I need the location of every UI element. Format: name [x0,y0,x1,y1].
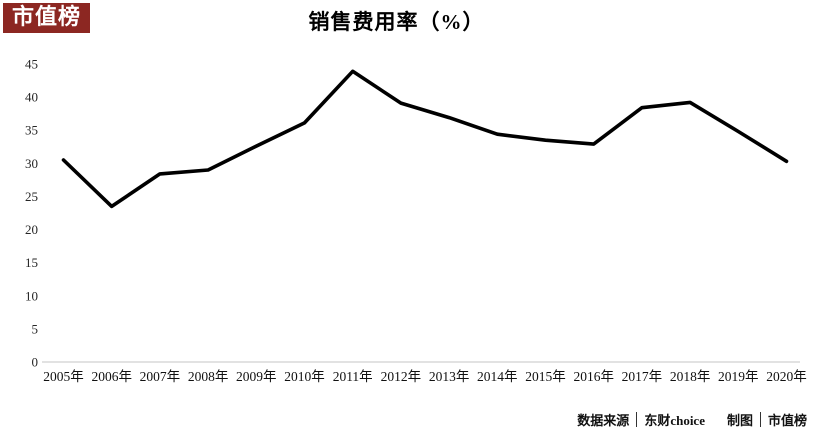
y-tick-label: 35 [25,123,38,138]
y-tick-label: 10 [25,288,38,303]
x-tick-label: 2011年 [333,369,373,384]
x-tick-label: 2010年 [284,369,325,384]
y-tick-label: 5 [32,321,39,336]
x-tick-label: 2020年 [766,369,807,384]
footer-credits: 数据来源 东财choice 制图 市值榜 [577,410,807,429]
footer-divider-icon [636,412,638,427]
x-tick-label: 2006年 [91,369,132,384]
brand-logo-badge: 市值榜 [3,3,91,34]
y-tick-label: 0 [32,355,39,370]
x-tick-label: 2016年 [573,369,614,384]
x-tick-label: 2009年 [236,369,277,384]
x-tick-label: 2005年 [43,369,84,384]
footer-source-value: 东财choice [644,413,705,428]
line-chart-canvas: 0 5 10 15 20 25 30 35 40 45 2005年 2006年 2007年 2008年 20… [25,57,807,385]
footer-divider-icon [759,412,761,427]
x-tick-label: 2007年 [140,369,181,384]
x-tick-label: 2013年 [429,369,470,384]
y-tick-label: 30 [25,156,38,171]
footer-credit-value: 市值榜 [767,413,807,428]
y-tick-label: 15 [25,255,38,270]
y-tick-label: 40 [25,90,38,105]
footer-source-label: 数据来源 [577,413,630,428]
x-tick-label: 2018年 [670,369,711,384]
chart-title: 销售费用率（%） [308,10,485,34]
x-tick-label: 2008年 [188,369,229,384]
y-tick-label: 45 [25,57,38,72]
x-tick-label: 2015年 [525,369,566,384]
y-tick-label: 25 [25,189,38,204]
x-tick-label: 2019年 [718,369,759,384]
x-tick-label: 2014年 [477,369,518,384]
footer-credit-label: 制图 [726,413,753,428]
sales-expense-ratio-trend-line [61,69,789,209]
x-tick-label: 2017年 [622,369,663,384]
x-tick-label: 2012年 [381,369,422,384]
y-tick-label: 20 [25,222,38,237]
